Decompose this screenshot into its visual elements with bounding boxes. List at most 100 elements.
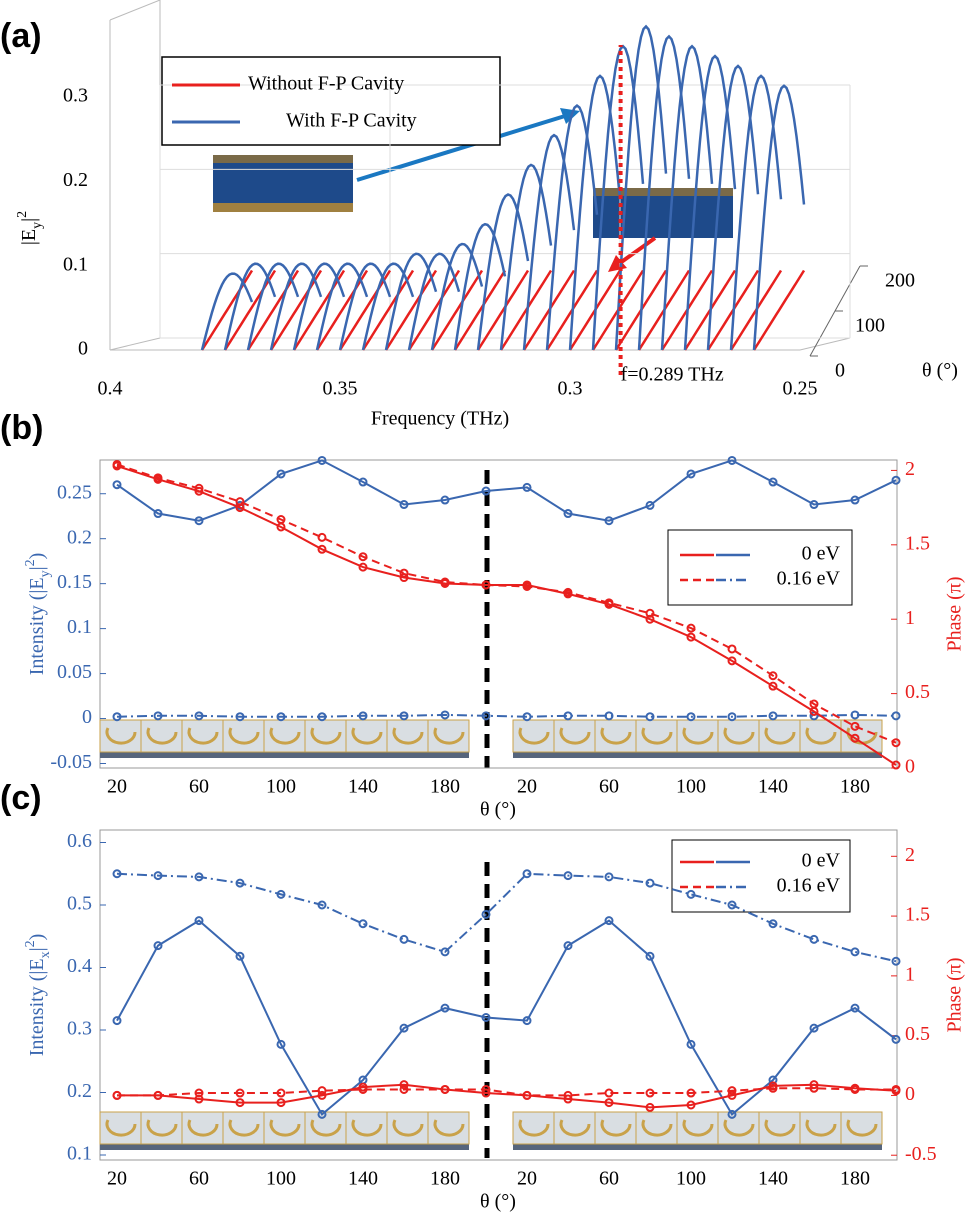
point [850, 947, 860, 957]
point [399, 1080, 409, 1090]
x-tick-label: 20 [107, 776, 127, 798]
point [727, 1090, 737, 1100]
y2-tick-label: 0 [905, 1083, 915, 1105]
point [317, 712, 327, 722]
inset-ring [105, 1119, 137, 1137]
inset-ring [846, 1119, 878, 1137]
x-tick-label: 60 [189, 776, 209, 798]
point [235, 712, 245, 722]
y2-tick-label: 2 [905, 844, 915, 866]
point [317, 1109, 327, 1119]
inset-ring [600, 1119, 632, 1137]
point [891, 1084, 901, 1094]
z-tick-label: 0 [78, 338, 88, 360]
curve [453, 222, 507, 351]
point [891, 760, 901, 770]
point [194, 872, 204, 882]
point [727, 1109, 737, 1119]
curve [338, 269, 392, 351]
y-tick-label: 0.2 [67, 1080, 92, 1102]
point [686, 623, 696, 633]
point [317, 455, 327, 465]
inset-ring [682, 727, 714, 745]
y-tick-label: 0.25 [57, 481, 92, 503]
curve [384, 269, 438, 351]
point [194, 1094, 204, 1104]
point [399, 568, 409, 578]
y2-tick-label: 0.5 [905, 681, 930, 703]
curve [545, 104, 599, 351]
inset-ring [805, 727, 837, 745]
z-tick-label: 0.1 [63, 253, 88, 275]
inset-ring [228, 1119, 260, 1137]
y-tick-label: 0.6 [67, 830, 92, 852]
curve [407, 269, 461, 351]
point [481, 909, 491, 919]
y-tick-label: 200 [885, 270, 915, 292]
legend-box [667, 529, 853, 606]
point [604, 1088, 614, 1098]
point [522, 712, 532, 722]
point [727, 455, 737, 465]
point [891, 738, 901, 748]
point [358, 477, 368, 487]
point [440, 1003, 450, 1013]
point [768, 477, 778, 487]
inset-substrate [512, 719, 883, 753]
point [727, 644, 737, 654]
point [891, 475, 901, 485]
point [399, 711, 409, 721]
label-part: 2 [15, 211, 30, 218]
inset-ring [433, 727, 465, 745]
inset-ring [392, 727, 424, 745]
x-axis-label: θ (°) [480, 1191, 516, 1213]
legend-label: 0.16 eV [777, 875, 841, 897]
series-line [116, 919, 897, 1116]
point [850, 733, 860, 743]
curve [223, 269, 277, 351]
y2-axis-label: Phase (π) [944, 957, 966, 1032]
curve [292, 262, 346, 351]
point [153, 711, 163, 721]
inset-ring [641, 1119, 673, 1137]
annotation: f=0.289 THz [621, 364, 724, 386]
x-tick-label: 0.4 [98, 378, 123, 400]
inset-ring [764, 727, 796, 745]
series-line [117, 1083, 897, 1109]
label-part: 2 [23, 940, 38, 947]
point [153, 473, 163, 483]
point [112, 869, 122, 879]
point [645, 712, 655, 722]
y2-tick-label: 2 [905, 458, 915, 480]
legend-box [161, 56, 501, 146]
inset-cell [427, 719, 470, 753]
inset-ring [105, 727, 137, 745]
legend-label: 0 eV [802, 543, 841, 565]
z-tick-label: 0.3 [63, 85, 88, 107]
point [809, 1080, 819, 1090]
x-tick-label: 60 [599, 776, 619, 798]
x-tick-label: 100 [676, 776, 706, 798]
point [358, 1084, 368, 1094]
point [481, 1084, 491, 1094]
inset-ring [392, 1119, 424, 1137]
point [276, 712, 286, 722]
point [235, 503, 245, 513]
plot-frame [99, 829, 898, 1161]
y2-tick-label: 1.5 [905, 904, 930, 926]
inset-cell [427, 1111, 470, 1145]
inset-ring [269, 1119, 301, 1137]
point [276, 469, 286, 479]
point [276, 515, 286, 525]
point [768, 919, 778, 929]
inset-ring [805, 1119, 837, 1137]
curve [269, 269, 323, 351]
legend-label: Without F-P Cavity [248, 73, 404, 95]
y-tick-label: 0.1 [67, 616, 92, 638]
point [850, 1003, 860, 1013]
curve [522, 133, 576, 351]
point [194, 516, 204, 526]
point [604, 516, 614, 526]
point [112, 1016, 122, 1026]
point [645, 608, 655, 618]
